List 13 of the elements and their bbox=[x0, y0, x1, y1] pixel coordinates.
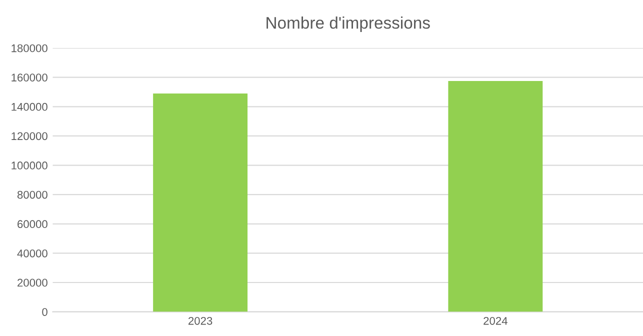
y-tick-label: 0 bbox=[42, 308, 48, 316]
chart-title: Nombre d'impressions bbox=[266, 16, 430, 32]
y-tick-label: 60000 bbox=[18, 220, 48, 228]
x-tick-label: 2023 bbox=[188, 316, 212, 325]
y-tick-label: 140000 bbox=[12, 102, 48, 111]
y-tick-label: 180000 bbox=[12, 44, 48, 52]
y-tick-label: 120000 bbox=[12, 132, 48, 140]
x-tick-label: 2024 bbox=[484, 316, 508, 325]
y-tick-label: 100000 bbox=[12, 162, 48, 170]
y-tick-label: 40000 bbox=[17, 249, 48, 258]
y-tick-label: 80000 bbox=[17, 190, 48, 199]
y-tick-label: 160000 bbox=[12, 74, 48, 82]
y-tick-label: 20000 bbox=[18, 278, 48, 287]
